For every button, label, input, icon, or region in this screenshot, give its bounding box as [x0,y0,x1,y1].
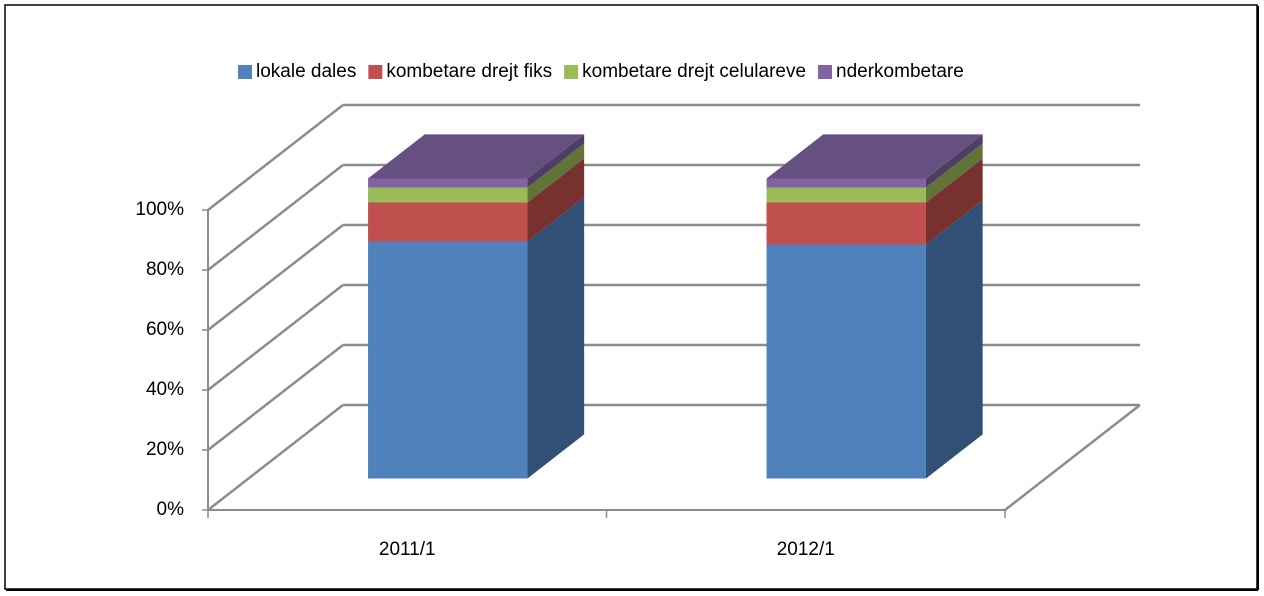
bar-top [368,134,585,179]
bar-side [527,143,585,203]
legend-label: nderkombetare [836,61,964,82]
chart-frame [4,4,1258,590]
bar [368,187,528,203]
y-tick-label: 80% [146,259,184,280]
grid-line [207,104,344,211]
bar-side [527,134,585,188]
bar-side [527,197,585,479]
legend-swatch [238,65,252,79]
bar-side [527,158,585,242]
grid-line [207,404,344,511]
bar-side [925,200,983,479]
x-tick-label: 2012/1 [777,539,835,560]
grid-line [207,224,344,331]
bar [368,178,528,188]
y-tick-label: 20% [146,439,184,460]
legend-label: kombetare drejt fiks [386,61,552,82]
x-tick-label: 2011/1 [379,539,436,560]
legend-label: kombetare drejt celulareve [582,61,806,82]
legend-label: lokale dales [256,61,356,82]
y-tick-label: 60% [146,319,184,340]
bar [766,178,926,188]
y-tick-label: 40% [146,379,184,400]
bar [766,244,926,479]
y-tick-label: 100% [135,199,184,220]
bar [766,202,926,245]
floor-edge [1004,404,1141,511]
bar-side [925,158,983,245]
legend-swatch [368,65,383,79]
bar [368,202,528,242]
legend-swatch [564,65,579,79]
bar [368,241,528,479]
grid-line [207,164,344,271]
bar-top [766,134,983,179]
bar [766,187,926,203]
bar-side [925,143,983,203]
grid-line [207,284,344,391]
grid-line [207,344,344,451]
y-tick-label: 0% [157,499,185,520]
legend-swatch [818,65,833,79]
bar-side [925,134,983,188]
